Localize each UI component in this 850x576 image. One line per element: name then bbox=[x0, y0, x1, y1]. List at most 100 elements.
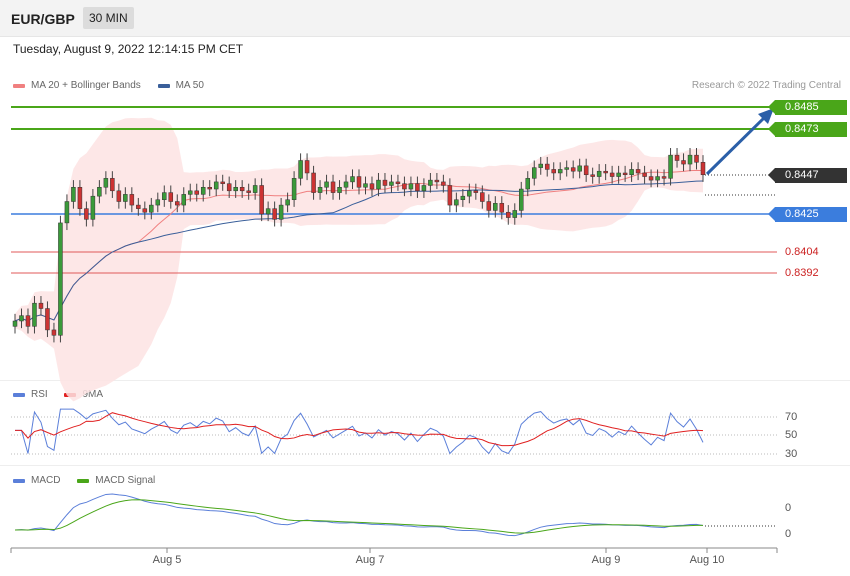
candle-body bbox=[97, 187, 102, 197]
candle-body bbox=[493, 203, 498, 211]
macd-legend-label: MACD bbox=[31, 475, 61, 486]
candle-body bbox=[531, 167, 537, 179]
candle-body bbox=[103, 178, 109, 188]
candle-body bbox=[136, 204, 141, 209]
candle-body bbox=[311, 172, 316, 193]
candle-body bbox=[324, 181, 329, 188]
candle-body bbox=[629, 169, 634, 176]
candle-body bbox=[155, 199, 161, 206]
candle-body bbox=[304, 160, 310, 174]
rsi-line bbox=[15, 408, 704, 455]
candle-body bbox=[356, 176, 362, 188]
candle-body bbox=[291, 178, 297, 200]
candle-body bbox=[564, 167, 569, 170]
ma50-legend-label: MA 50 bbox=[175, 80, 204, 91]
candle-body bbox=[129, 194, 135, 206]
rsi-legend-label: RSI bbox=[31, 389, 48, 400]
candle-body bbox=[428, 179, 433, 186]
candle-body bbox=[343, 181, 349, 188]
candle-body bbox=[609, 172, 615, 177]
candle-body bbox=[460, 195, 466, 200]
candle-body bbox=[51, 329, 57, 336]
candle-body bbox=[434, 179, 440, 183]
rsi-tick-30: 30 bbox=[785, 448, 798, 460]
candle-body bbox=[200, 187, 206, 195]
candle-body bbox=[45, 308, 50, 331]
candle-body bbox=[116, 190, 122, 202]
support-2-label: 0.8392 bbox=[785, 267, 819, 279]
chart-datetime: Tuesday, August 9, 2022 12:14:15 PM CET bbox=[13, 42, 244, 56]
candle-body bbox=[402, 183, 407, 190]
x-label-aug10: Aug 10 bbox=[689, 554, 725, 566]
header-bar: EUR/GBP 30 MIN bbox=[0, 0, 850, 37]
ma20-legend-swatch bbox=[13, 83, 25, 88]
candle-body bbox=[363, 183, 368, 188]
candle-body bbox=[382, 179, 388, 186]
candle-body bbox=[298, 160, 303, 179]
candle-body bbox=[596, 170, 602, 177]
candle-body bbox=[622, 172, 628, 176]
macd-legend: MACD MACD Signal bbox=[13, 475, 169, 486]
candle-body bbox=[590, 174, 595, 177]
pivot-tag: 0.8425 bbox=[768, 207, 847, 222]
last-price-tag: 0.8447 bbox=[768, 168, 847, 183]
forecast-arrow-shaft bbox=[705, 114, 768, 176]
candle-body bbox=[330, 181, 336, 193]
main-legend: MA 20 + Bollinger Bands MA 50 bbox=[13, 80, 218, 91]
candle-body bbox=[38, 302, 44, 309]
candle-body bbox=[220, 181, 225, 184]
pane-divider bbox=[0, 380, 850, 381]
candle-body bbox=[687, 154, 693, 165]
candle-body bbox=[480, 192, 485, 202]
x-label-aug9: Aug 9 bbox=[591, 554, 621, 566]
candle-body bbox=[577, 165, 582, 172]
candle-body bbox=[369, 183, 375, 190]
candle-body bbox=[12, 320, 18, 327]
candle-body bbox=[447, 185, 453, 206]
x-label-aug7: Aug 7 bbox=[355, 554, 385, 566]
candle-body bbox=[538, 163, 543, 168]
x-label-aug5: Aug 5 bbox=[152, 554, 182, 566]
candle-body bbox=[499, 203, 505, 213]
rsi-legend-swatch bbox=[13, 392, 25, 397]
pane-divider bbox=[0, 465, 850, 466]
candle-body bbox=[700, 162, 706, 176]
candle-body bbox=[415, 183, 420, 192]
rsi-tick-70: 70 bbox=[785, 411, 798, 423]
bollinger-band-area bbox=[15, 117, 703, 402]
candle-body bbox=[635, 169, 641, 174]
symbol-label: EUR/GBP bbox=[11, 11, 75, 27]
candle-body bbox=[408, 183, 414, 190]
macd-legend-swatch bbox=[13, 478, 25, 483]
candle-body bbox=[648, 176, 654, 181]
candle-body bbox=[175, 201, 180, 206]
candle-body bbox=[655, 176, 660, 181]
candle-body bbox=[681, 160, 686, 165]
candle-body bbox=[207, 187, 212, 190]
candle-body bbox=[77, 187, 83, 209]
timeframe-button[interactable]: 30 MIN bbox=[83, 7, 134, 29]
macd-line bbox=[14, 493, 704, 537]
macd-signal-legend-swatch bbox=[77, 478, 90, 483]
candle-body bbox=[187, 190, 193, 195]
candle-body bbox=[421, 185, 427, 192]
candle-body bbox=[668, 154, 673, 179]
candle-body bbox=[337, 187, 342, 193]
candle-body bbox=[181, 194, 187, 206]
rsi-9ma-line bbox=[15, 412, 704, 447]
candle-body bbox=[162, 192, 167, 200]
candle-body bbox=[603, 170, 608, 174]
support-1-label: 0.8404 bbox=[785, 246, 819, 258]
candle-body bbox=[454, 199, 459, 206]
candle-body bbox=[467, 190, 472, 197]
candle-body bbox=[58, 222, 63, 336]
candle-body bbox=[19, 315, 24, 322]
candle-body bbox=[350, 176, 355, 183]
candle-body bbox=[674, 154, 680, 161]
macd-signal-legend-label: MACD Signal bbox=[95, 475, 156, 486]
candle-body bbox=[278, 204, 284, 220]
ma50-legend-swatch bbox=[157, 83, 170, 88]
candle-body bbox=[64, 201, 70, 224]
candle-body bbox=[149, 204, 154, 213]
